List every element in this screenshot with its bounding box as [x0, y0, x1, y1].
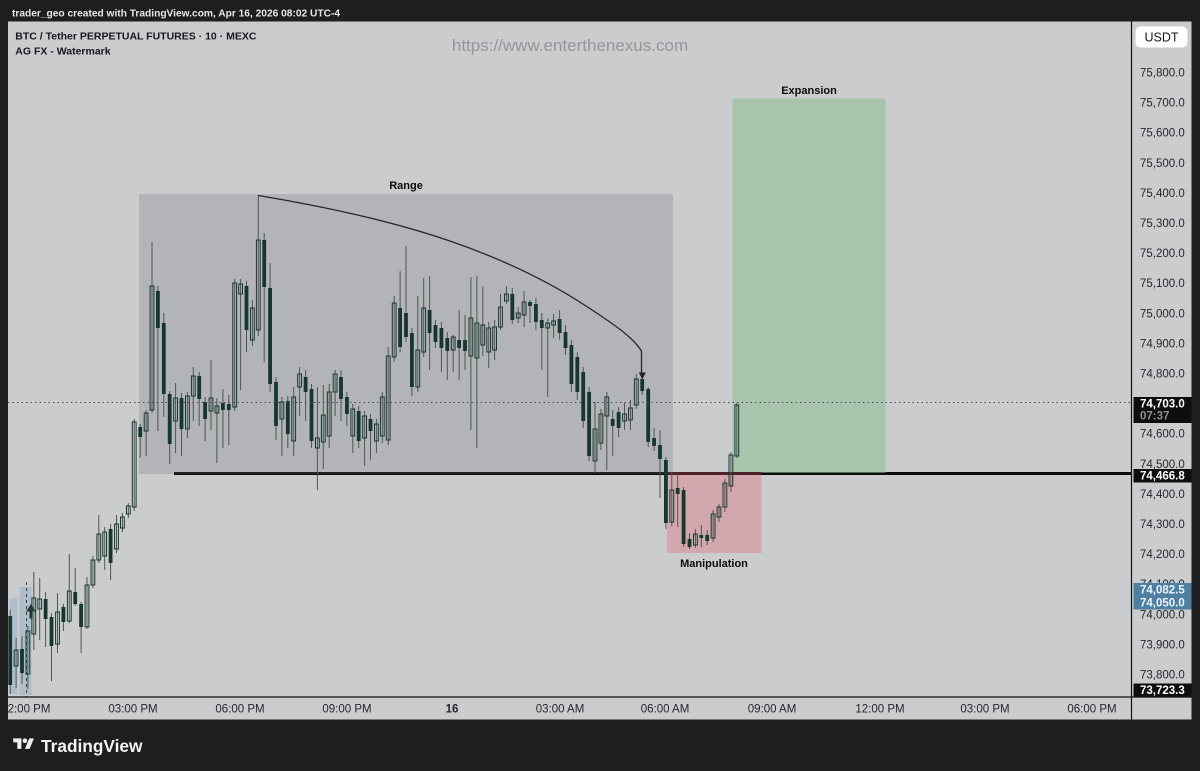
svg-text:Range: Range — [389, 180, 423, 192]
svg-text:75,000.0: 75,000.0 — [1140, 308, 1185, 320]
svg-text:74,400.0: 74,400.0 — [1140, 489, 1185, 501]
svg-text:USDT: USDT — [1144, 31, 1178, 45]
svg-text:75,300.0: 75,300.0 — [1140, 218, 1185, 230]
svg-text:74,050.0: 74,050.0 — [1140, 598, 1185, 610]
svg-text:74,466.8: 74,466.8 — [1140, 471, 1185, 483]
svg-text:74,082.5: 74,082.5 — [1140, 584, 1185, 596]
svg-text:09:00 AM: 09:00 AM — [748, 704, 797, 716]
svg-text:74,600.0: 74,600.0 — [1140, 429, 1185, 441]
svg-text:Expansion: Expansion — [781, 85, 837, 97]
svg-text:03:00 PM: 03:00 PM — [960, 704, 1009, 716]
svg-text:trader_geo created with Tradin: trader_geo created with TradingView.com,… — [12, 9, 340, 20]
svg-text:75,600.0: 75,600.0 — [1140, 128, 1185, 140]
svg-text:73,900.0: 73,900.0 — [1140, 639, 1185, 651]
svg-text:74,703.0: 74,703.0 — [1140, 399, 1185, 411]
svg-text:https://www.enterthenexus.com: https://www.enterthenexus.com — [452, 36, 688, 55]
svg-text:09:00 PM: 09:00 PM — [322, 704, 371, 716]
svg-text:BTC / Tether PERPETUAL FUTURES: BTC / Tether PERPETUAL FUTURES · 10 · ME… — [15, 31, 257, 43]
svg-text:73,800.0: 73,800.0 — [1140, 670, 1185, 682]
svg-text:07:37: 07:37 — [1140, 411, 1169, 423]
svg-text:16: 16 — [446, 704, 459, 716]
svg-text:75,500.0: 75,500.0 — [1140, 158, 1185, 170]
svg-text:74,900.0: 74,900.0 — [1140, 338, 1185, 350]
svg-text:Manipulation: Manipulation — [680, 558, 748, 570]
svg-text:TradingView: TradingView — [41, 736, 143, 756]
svg-text:75,100.0: 75,100.0 — [1140, 278, 1185, 290]
svg-text:03:00 AM: 03:00 AM — [536, 704, 585, 716]
svg-text:74,300.0: 74,300.0 — [1140, 519, 1185, 531]
svg-text:75,800.0: 75,800.0 — [1140, 68, 1185, 80]
svg-text:2:00 PM: 2:00 PM — [8, 704, 51, 716]
svg-text:74,200.0: 74,200.0 — [1140, 549, 1185, 561]
svg-text:12:00 PM: 12:00 PM — [855, 704, 904, 716]
svg-text:06:00 AM: 06:00 AM — [641, 704, 690, 716]
svg-text:75,700.0: 75,700.0 — [1140, 98, 1185, 110]
svg-text:03:00 PM: 03:00 PM — [108, 704, 157, 716]
svg-text:74,500.0: 74,500.0 — [1140, 459, 1185, 471]
svg-text:AG FX - Watermark: AG FX - Watermark — [15, 46, 110, 58]
svg-text:06:00 PM: 06:00 PM — [1067, 704, 1116, 716]
svg-text:73,723.3: 73,723.3 — [1140, 685, 1185, 697]
svg-text:74,000.0: 74,000.0 — [1140, 609, 1185, 621]
svg-text:75,400.0: 75,400.0 — [1140, 188, 1185, 200]
svg-text:74,800.0: 74,800.0 — [1140, 369, 1185, 381]
svg-text:75,200.0: 75,200.0 — [1140, 248, 1185, 260]
svg-text:06:00 PM: 06:00 PM — [215, 704, 264, 716]
